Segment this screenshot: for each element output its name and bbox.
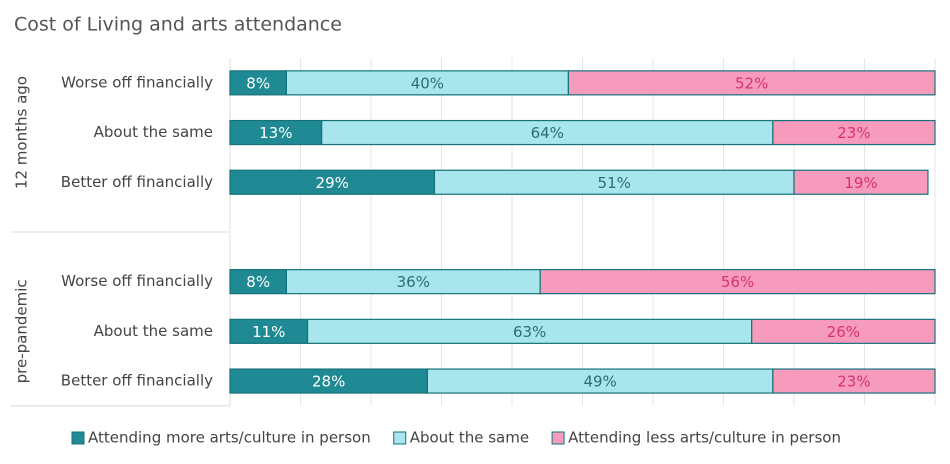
bar-segment [433, 169, 795, 195]
data-label: 13% [259, 124, 292, 142]
data-label: 28% [312, 373, 345, 391]
y-tick-label: Worse off financially [61, 272, 213, 290]
data-label: 19% [844, 174, 877, 192]
data-label: 8% [246, 273, 270, 291]
data-label: 8% [246, 74, 270, 92]
data-label: 56% [721, 273, 754, 291]
legend-label: Attending more arts/culture in person [88, 429, 371, 447]
data-label: 36% [397, 273, 430, 291]
y-tick-label: Better off financially [61, 173, 213, 191]
data-label: 29% [316, 174, 349, 192]
y-tick-label: Worse off financially [61, 73, 213, 91]
legend-label: About the same [410, 429, 529, 447]
data-label: 51% [598, 174, 631, 192]
bar-segment [539, 269, 936, 295]
bar-segment [229, 318, 309, 344]
bar-segment [306, 318, 753, 344]
legend-swatch [71, 431, 85, 445]
legend-swatch [393, 431, 407, 445]
y-tick-label: About the same [94, 123, 213, 141]
bar-segment [793, 169, 929, 195]
bar-segment [229, 169, 436, 195]
data-label: 63% [513, 323, 546, 341]
data-label: 49% [583, 373, 616, 391]
data-label: 26% [827, 323, 860, 341]
bar-segment [772, 368, 936, 394]
bar-segment [567, 70, 936, 96]
data-label: 40% [411, 74, 444, 92]
data-label: 64% [531, 124, 564, 142]
bar-segment [426, 368, 774, 394]
bar-segment [229, 368, 428, 394]
group-label: pre-pandemic [13, 279, 31, 383]
y-tick-label: Better off financially [61, 372, 213, 390]
legend-swatch [551, 431, 565, 445]
bar-segment [772, 119, 936, 146]
data-label: 23% [837, 373, 870, 391]
y-tick-label: About the same [94, 322, 213, 340]
group-label: 12 months ago [13, 76, 31, 189]
chart-title: Cost of Living and arts attendance [14, 14, 342, 36]
data-label: 23% [837, 124, 870, 142]
data-label: 11% [252, 323, 285, 341]
bar-segment [751, 318, 936, 344]
bar-segment [229, 269, 288, 295]
bar-segment [285, 269, 541, 295]
legend-label: Attending less arts/culture in person [568, 429, 841, 447]
data-label: 52% [735, 74, 768, 92]
